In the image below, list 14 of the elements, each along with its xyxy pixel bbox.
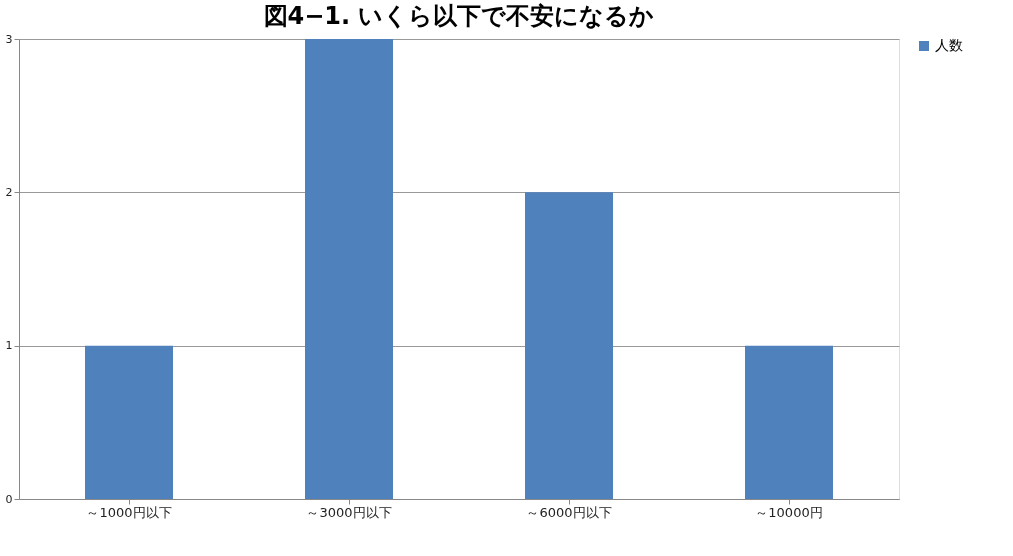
x-tick-label: ～10000円 [755, 504, 823, 520]
chart-title: 図4−1. いくら以下で不安になるか [263, 2, 655, 30]
x-tick-label: ～1000円以下 [86, 504, 172, 520]
y-tick-label: 3 [5, 32, 13, 46]
bar [745, 345, 833, 499]
legend-label: 人数 [935, 37, 963, 53]
bar [85, 345, 173, 499]
x-tick-label: ～6000円以下 [526, 504, 612, 520]
y-tick-label: 2 [5, 185, 13, 199]
bar [525, 192, 613, 499]
y-tick-label: 0 [5, 492, 13, 506]
x-tick-label: ～3000円以下 [306, 504, 392, 520]
bar [305, 39, 393, 499]
y-tick-label: 1 [5, 339, 13, 353]
